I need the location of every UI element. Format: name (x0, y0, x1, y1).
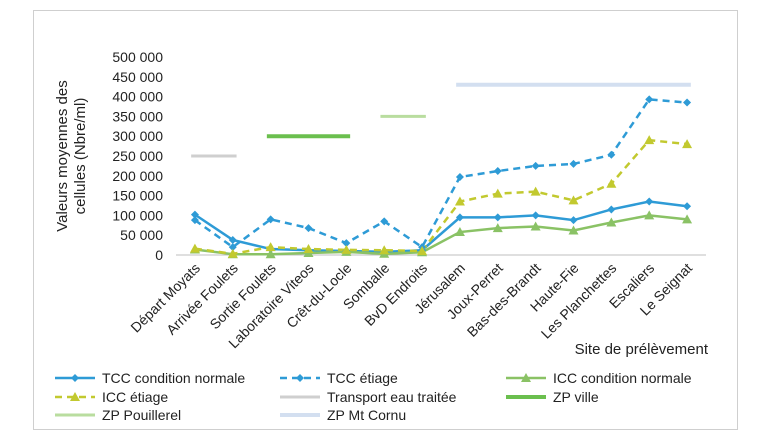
zone-lines (191, 82, 691, 158)
y-tick-label: 300 000 (112, 128, 163, 144)
legend-label: TCC étiage (327, 370, 398, 386)
data-point (190, 210, 199, 219)
legend-label: ZP Pouillerel (102, 407, 181, 423)
data-point (644, 210, 655, 220)
legend-label: Transport eau traitée (327, 389, 457, 405)
data-point (303, 244, 314, 254)
y-tick-label: 500 000 (112, 49, 163, 65)
data-point (644, 135, 655, 145)
y-tick-label: 0 (155, 247, 163, 263)
data-point (304, 224, 313, 233)
data-point (71, 374, 79, 382)
legend-label: ICC étiage (102, 389, 168, 405)
legend-label: ZP Mt Cornu (327, 407, 406, 423)
data-point (645, 197, 654, 206)
series-markers (189, 95, 693, 259)
series-line (194, 98, 688, 249)
data-point (606, 178, 617, 188)
data-point (493, 167, 502, 176)
y-tick-label: 150 000 (112, 188, 163, 204)
data-point (531, 161, 540, 170)
data-point (227, 248, 238, 258)
data-point (607, 150, 616, 159)
x-axis-title: Site de prélèvement (575, 341, 709, 358)
y-axis-title-line1: Valeurs moyennes des (54, 80, 71, 231)
data-point (682, 139, 693, 149)
y-tick-label: 400 000 (112, 89, 163, 105)
y-tick-label: 200 000 (112, 168, 163, 184)
data-point (380, 217, 389, 226)
y-axis-title-line2: cellules (Nbre/ml) (72, 98, 89, 215)
y-axis-ticks: 0 50 000 100 000 150 000 200 000 250 000 300 0… (112, 49, 163, 263)
series-line (194, 214, 688, 256)
legend-item: ICC condition normale (506, 370, 692, 386)
data-point (454, 196, 465, 206)
series-line (194, 138, 688, 256)
legend-item: ZP ville (506, 389, 599, 405)
y-tick-label: 250 000 (112, 148, 163, 164)
data-point (606, 217, 617, 227)
data-point (607, 205, 616, 214)
data-point (341, 244, 352, 254)
data-point (645, 95, 654, 104)
data-point (266, 215, 275, 224)
y-tick-label: 50 000 (120, 227, 163, 243)
y-tick-label: 350 000 (112, 108, 163, 124)
data-point (189, 243, 200, 253)
legend-label: ZP ville (553, 389, 599, 405)
data-point (492, 188, 503, 198)
data-point (530, 221, 541, 231)
series-line (194, 200, 688, 254)
data-point (521, 373, 531, 382)
legend-item: ZP Mt Cornu (280, 407, 406, 423)
data-point (296, 374, 304, 382)
legend-label: TCC condition normale (102, 370, 245, 386)
data-point (417, 246, 428, 256)
data-point (228, 243, 237, 252)
data-point (265, 242, 276, 252)
data-point (190, 216, 199, 225)
data-point (493, 213, 502, 222)
legend-item: ICC étiage (55, 389, 168, 405)
data-point (683, 202, 692, 211)
legend-item: Transport eau traitée (280, 389, 457, 405)
data-point (568, 195, 579, 205)
legend-label: ICC condition normale (553, 370, 692, 386)
data-point (265, 249, 276, 259)
legend-item: ZP Pouillerel (55, 407, 181, 423)
data-point (682, 214, 693, 224)
data-point (569, 216, 578, 225)
legend-item: TCC condition normale (55, 370, 245, 386)
y-tick-label: 450 000 (112, 69, 163, 85)
data-point (683, 98, 692, 107)
data-point (530, 186, 541, 196)
data-point (228, 235, 237, 244)
data-point (569, 159, 578, 168)
data-point (455, 172, 464, 181)
data-point (379, 245, 390, 255)
series-lines (194, 98, 688, 256)
legend: TCC condition normale TCC étiage ICC condi… (55, 370, 692, 423)
legend-item: TCC étiage (280, 370, 398, 386)
y-tick-label: 100 000 (112, 207, 163, 223)
data-point (342, 239, 351, 248)
data-point (70, 392, 80, 401)
data-point (492, 223, 503, 233)
data-point (568, 225, 579, 235)
data-point (454, 227, 465, 237)
data-point (531, 211, 540, 220)
data-point (455, 213, 464, 222)
